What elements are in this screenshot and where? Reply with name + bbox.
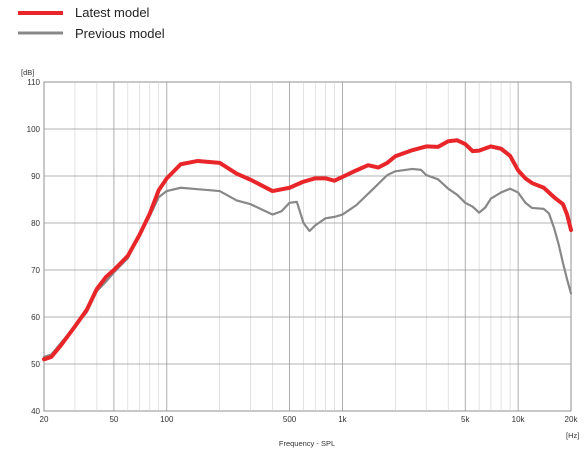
x-tick-labels: 20 50 100 500 1k 5k 10k 20k: [40, 415, 579, 424]
x-tick-label: 20k: [565, 415, 579, 424]
grid: [44, 82, 571, 411]
series-line-latest-model: [42, 138, 573, 362]
legend-label-previous-model: Previous model: [75, 26, 165, 41]
x-axis-title: Frequency - SPL: [279, 439, 335, 448]
y-tick-label: 100: [27, 125, 41, 134]
y-tick-label: 110: [27, 78, 40, 87]
y-tick-label: 80: [31, 219, 40, 228]
plot-area-frame: [43, 81, 572, 412]
x-tick-label: 20: [40, 415, 49, 424]
x-tick-label: 100: [160, 415, 174, 424]
legend-label-latest-model: Latest model: [75, 5, 150, 20]
y-tick-labels: 40 50 60 70 80 90 100 110: [27, 78, 41, 416]
x-tick-label: 10k: [512, 415, 526, 424]
y-tick-label: 70: [31, 266, 40, 275]
y-tick-label: 60: [31, 313, 40, 322]
y-tick-label: 50: [31, 360, 40, 369]
x-tick-label: 1k: [338, 415, 347, 424]
x-tick-label: 5k: [461, 415, 470, 424]
x-tick-label: 50: [109, 415, 118, 424]
y-axis-unit: [dB]: [21, 68, 34, 77]
legend: Latest model Previous model: [18, 5, 165, 41]
x-tick-label: 500: [283, 415, 297, 424]
y-tick-label: 40: [31, 407, 40, 416]
x-axis-unit: [Hz]: [566, 431, 579, 440]
series-lines: [42, 138, 573, 362]
y-tick-label: 90: [31, 172, 40, 181]
